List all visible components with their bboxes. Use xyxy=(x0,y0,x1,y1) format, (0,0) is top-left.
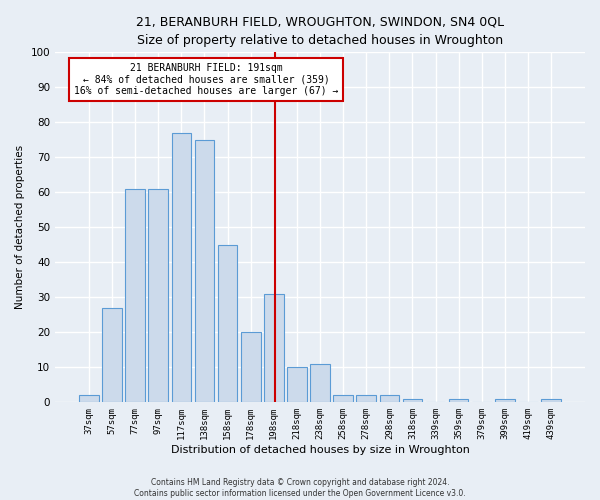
Bar xyxy=(125,189,145,402)
Title: 21, BERANBURH FIELD, WROUGHTON, SWINDON, SN4 0QL
Size of property relative to de: 21, BERANBURH FIELD, WROUGHTON, SWINDON,… xyxy=(136,15,504,47)
Bar xyxy=(403,399,422,402)
Bar xyxy=(310,364,330,403)
Bar xyxy=(194,140,214,402)
Bar xyxy=(356,396,376,402)
Bar xyxy=(449,399,469,402)
Bar xyxy=(334,396,353,402)
Text: Contains HM Land Registry data © Crown copyright and database right 2024.
Contai: Contains HM Land Registry data © Crown c… xyxy=(134,478,466,498)
Bar xyxy=(79,396,99,402)
Bar xyxy=(241,332,260,402)
Bar xyxy=(172,133,191,402)
Y-axis label: Number of detached properties: Number of detached properties xyxy=(15,146,25,310)
X-axis label: Distribution of detached houses by size in Wroughton: Distribution of detached houses by size … xyxy=(170,445,469,455)
Bar xyxy=(541,399,561,402)
Bar xyxy=(264,294,284,403)
Bar xyxy=(102,308,122,402)
Bar xyxy=(287,368,307,402)
Bar xyxy=(380,396,399,402)
Bar xyxy=(148,189,168,402)
Bar xyxy=(495,399,515,402)
Text: 21 BERANBURH FIELD: 191sqm
← 84% of detached houses are smaller (359)
16% of sem: 21 BERANBURH FIELD: 191sqm ← 84% of deta… xyxy=(74,63,338,96)
Bar xyxy=(218,245,238,402)
